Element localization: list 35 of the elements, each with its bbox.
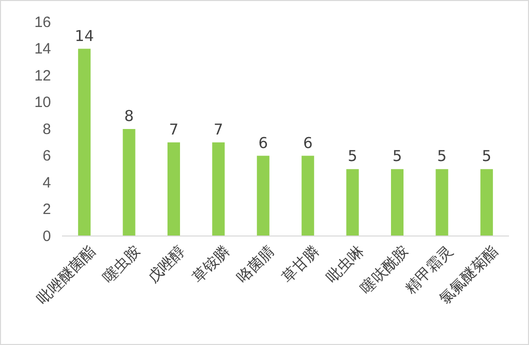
data-label: 5 — [348, 147, 358, 166]
bar — [480, 169, 493, 236]
data-label: 6 — [258, 134, 268, 152]
bar — [122, 129, 136, 236]
y-tick-label: 14 — [34, 40, 51, 58]
bar — [167, 142, 180, 236]
data-label: 8 — [124, 107, 134, 125]
x-tick-label: 吡唑醚菌酯 — [34, 242, 100, 308]
x-tick-label: 草铵膦 — [189, 242, 234, 286]
y-tick-label: 4 — [42, 174, 51, 192]
data-label: 6 — [303, 134, 313, 152]
data-label: 5 — [392, 147, 402, 166]
bar — [390, 169, 404, 236]
y-tick-label: 0 — [42, 228, 51, 245]
y-tick-label: 8 — [42, 120, 51, 138]
x-tick-label: 噻虫胺 — [100, 242, 144, 286]
bar — [256, 156, 270, 236]
data-label: 7 — [214, 120, 224, 138]
x-tick-label: 草甘膦 — [278, 242, 323, 286]
y-tick-label: 2 — [42, 201, 51, 218]
bar — [346, 169, 359, 236]
x-tick-label: 戊唑醇 — [144, 242, 188, 286]
bar — [302, 156, 314, 236]
y-tick-label: 12 — [34, 67, 51, 84]
y-tick-label: 6 — [42, 148, 51, 165]
data-label: 5 — [482, 147, 492, 166]
y-tick-label: 16 — [34, 14, 51, 31]
y-tick-label: 10 — [34, 94, 51, 112]
bar — [436, 169, 448, 236]
bar — [78, 48, 91, 236]
bar — [212, 142, 225, 236]
data-label: 5 — [437, 147, 447, 166]
data-label: 7 — [168, 120, 179, 138]
data-label: 14 — [74, 26, 94, 45]
x-tick-label: 咯菌腈 — [234, 242, 278, 286]
